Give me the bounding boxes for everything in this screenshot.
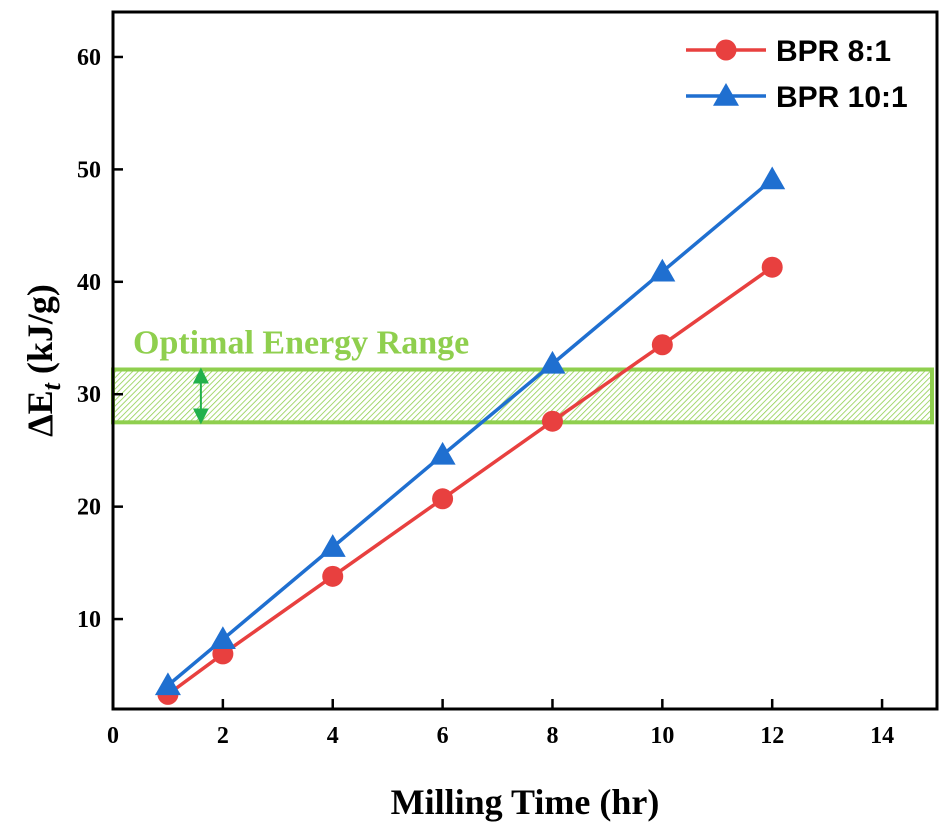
series-layer <box>154 166 786 705</box>
legend-marker-circle <box>715 39 737 61</box>
band-label: Optimal Energy Range <box>133 324 469 361</box>
legend-label: BPR 10:1 <box>776 81 908 114</box>
data-point-triangle <box>539 350 566 374</box>
optimal-energy-band-layer: Optimal Energy Range <box>111 324 934 425</box>
series-1 <box>157 256 783 705</box>
series-2 <box>154 166 786 696</box>
x-tick-label: 4 <box>327 723 339 749</box>
data-point-circle <box>432 488 454 510</box>
x-tick-label: 10 <box>650 723 674 749</box>
x-tick-label: 6 <box>437 723 449 749</box>
y-axis-title-unit: (kJ/g) <box>20 284 60 383</box>
data-point-circle <box>651 334 673 356</box>
data-point-triangle <box>209 626 236 650</box>
data-point-triangle <box>154 672 181 696</box>
optimal-energy-band <box>111 367 934 425</box>
data-point-circle <box>541 410 563 432</box>
x-tick-label: 0 <box>107 723 119 749</box>
data-point-circle <box>761 256 783 278</box>
data-point-triangle <box>319 534 346 557</box>
tick-layer: 0 2 4 6 8 10 12 14 10 20 30 40 50 60 <box>77 45 894 749</box>
y-tick-label: 60 <box>77 45 101 71</box>
data-point-triangle <box>759 166 786 190</box>
x-tick-label: 14 <box>870 723 894 749</box>
y-tick-label: 30 <box>77 382 101 408</box>
legend: BPR 8:1 BPR 10:1 <box>686 35 908 114</box>
y-axis-title-main: ΔE <box>20 390 60 437</box>
y-axis-title: ΔEt (kJ/g) <box>20 284 66 437</box>
data-point-triangle <box>429 441 456 465</box>
x-axis-title: Milling Time (hr) <box>391 782 660 822</box>
legend-marker-triangle <box>713 83 739 106</box>
y-axis-title-sub: t <box>37 382 66 390</box>
y-tick-label: 20 <box>77 495 101 521</box>
x-tick-label: 2 <box>217 723 229 749</box>
legend-label: BPR 8:1 <box>776 35 891 68</box>
series-line <box>166 178 774 687</box>
y-tick-label: 10 <box>77 607 101 633</box>
x-tick-label: 8 <box>546 723 558 749</box>
y-tick-label: 50 <box>77 157 101 183</box>
data-point-circle <box>322 565 344 587</box>
y-tick-label: 40 <box>77 270 101 296</box>
data-point-triangle <box>649 258 676 282</box>
plot-frame <box>111 10 939 711</box>
x-tick-label: 12 <box>760 723 784 749</box>
